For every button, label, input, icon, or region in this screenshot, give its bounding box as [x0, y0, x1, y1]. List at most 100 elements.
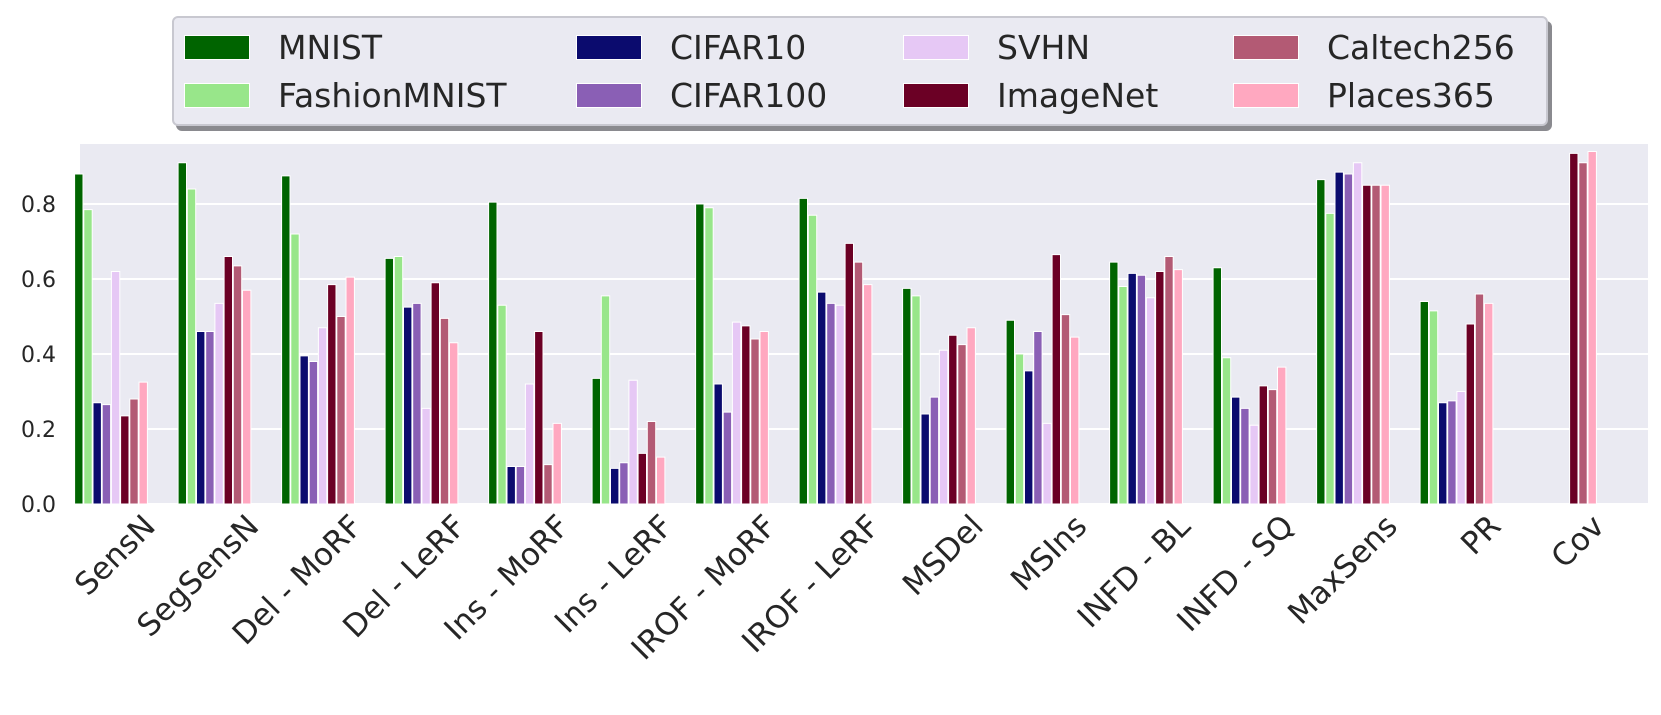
y-tick-label: 0.2	[21, 418, 56, 443]
bar-cifar10-6	[713, 383, 723, 505]
bar-caltech256-2	[336, 316, 346, 505]
legend-swatch	[576, 35, 642, 60]
bar-svhn-3	[421, 407, 431, 505]
bar-svhn-13	[1456, 391, 1466, 505]
bar-imagenet-7	[844, 242, 854, 505]
bar-fashionmnist-4	[497, 304, 507, 505]
legend-item: Places365	[1233, 76, 1495, 115]
bar-mnist-3	[384, 257, 395, 505]
bars	[74, 151, 1597, 505]
bar-caltech256-1	[232, 265, 243, 505]
bar-cifar10-3	[403, 306, 413, 505]
bar-places365-5	[656, 456, 666, 505]
bar-imagenet-6	[741, 325, 751, 505]
bar-cifar100-13	[1447, 400, 1457, 505]
bar-svhn-6	[731, 321, 742, 505]
bar-mnist-1	[177, 162, 188, 505]
bar-mnist-6	[695, 203, 705, 505]
y-tick-label: 0.8	[21, 193, 56, 218]
bar-svhn-2	[317, 327, 328, 505]
legend-swatch	[576, 83, 642, 108]
bar-cifar100-5	[619, 462, 629, 505]
bar-svhn-8	[938, 349, 949, 505]
x-tick-label: SensN	[68, 508, 163, 603]
bar-mnist-2	[281, 175, 291, 505]
legend-label: FashionMNIST	[278, 76, 507, 115]
bar-cifar100-3	[412, 302, 422, 505]
legend-swatch	[1233, 35, 1299, 60]
bar-imagenet-13	[1465, 323, 1475, 505]
bar-fashionmnist-9	[1014, 353, 1025, 505]
legend-label: SVHN	[997, 28, 1091, 67]
bar-places365-2	[345, 276, 355, 505]
y-tick-label: 0.0	[21, 493, 56, 518]
bar-cifar100-1	[205, 331, 215, 505]
bar-cifar100-9	[1033, 331, 1043, 505]
bar-places365-8	[966, 327, 976, 505]
bar-places365-12	[1380, 184, 1390, 505]
bar-cifar10-9	[1024, 370, 1034, 505]
x-tick-label: MSIns	[1004, 508, 1094, 598]
bar-caltech256-4	[543, 464, 553, 505]
bar-places365-1	[242, 289, 252, 505]
bar-caltech256-0	[129, 398, 139, 505]
bar-imagenet-12	[1362, 184, 1372, 505]
bar-fashionmnist-6	[704, 207, 714, 505]
bar-places365-0	[138, 381, 148, 505]
bar-mnist-7	[798, 197, 808, 505]
bar-cifar10-11	[1231, 396, 1241, 505]
legend-swatch	[903, 35, 969, 60]
legend-label: Caltech256	[1327, 28, 1515, 67]
bar-cifar10-12	[1334, 171, 1344, 505]
bar-cifar100-6	[722, 411, 733, 505]
bar-cifar10-8	[920, 413, 930, 505]
bar-places365-9	[1070, 336, 1080, 505]
bar-places365-4	[552, 422, 562, 505]
bar-caltech256-5	[646, 421, 657, 505]
bar-places365-10	[1173, 269, 1183, 505]
bar-cifar100-7	[826, 302, 836, 505]
x-tick-label: Cov	[1545, 508, 1612, 575]
bar-places365-11	[1277, 366, 1287, 505]
bar-svhn-0	[110, 271, 121, 505]
bar-caltech256-9	[1060, 314, 1071, 505]
x-tick-label: MSDel	[896, 508, 991, 603]
bar-caltech256-13	[1474, 293, 1485, 505]
bar-svhn-12	[1352, 162, 1363, 505]
legend-item: FashionMNIST	[184, 76, 507, 115]
bar-caltech256-11	[1267, 389, 1278, 505]
bar-cifar100-11	[1240, 407, 1250, 505]
bar-svhn-7	[835, 304, 845, 505]
bar-caltech256-6	[750, 338, 760, 505]
y-tick-label: 0.6	[21, 268, 56, 293]
bar-caltech256-7	[853, 261, 864, 505]
bar-fashionmnist-13	[1428, 310, 1439, 505]
bar-mnist-12	[1316, 179, 1326, 505]
bar-fashionmnist-3	[393, 256, 404, 505]
legend: MNIST FashionMNIST CIFAR10 CIFAR100 SVHN Imag…	[172, 16, 1548, 126]
legend-swatch	[903, 83, 969, 108]
bar-caltech256-12	[1371, 184, 1381, 505]
bar-imagenet-11	[1258, 385, 1268, 505]
bar-fashionmnist-1	[186, 188, 197, 505]
bar-mnist-0	[74, 173, 84, 505]
bar-imagenet-2	[327, 284, 337, 505]
legend-item: ImageNet	[903, 76, 1158, 115]
bar-caltech256-3	[439, 317, 450, 505]
bar-mnist-11	[1212, 267, 1222, 505]
bar-mnist-9	[1005, 319, 1015, 505]
bar-mnist-5	[591, 377, 601, 505]
bar-imagenet-4	[534, 331, 544, 505]
bar-imagenet-10	[1155, 271, 1165, 505]
bar-cifar100-4	[515, 466, 526, 505]
legend-swatch	[1233, 83, 1299, 108]
bar-cifar10-1	[196, 331, 206, 505]
bar-svhn-5	[628, 379, 638, 505]
legend-label: CIFAR100	[670, 76, 828, 115]
bar-cifar10-13	[1438, 402, 1448, 505]
bar-mnist-13	[1419, 301, 1429, 505]
bar-svhn-1	[214, 302, 224, 505]
bar-fashionmnist-8	[911, 295, 921, 505]
